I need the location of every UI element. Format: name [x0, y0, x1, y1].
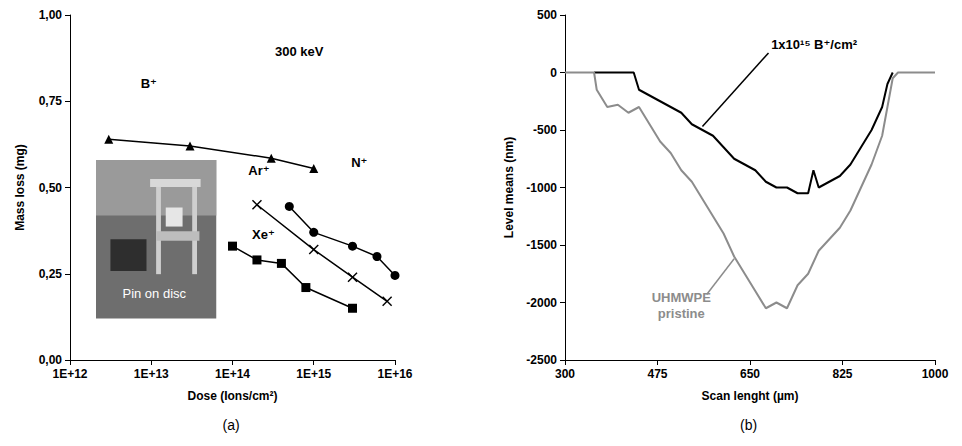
svg-text:475: 475: [647, 367, 667, 381]
svg-text:-2500: -2500: [526, 353, 557, 367]
svg-text:-2000: -2000: [526, 296, 557, 310]
svg-text:Dose (Ions/cm²): Dose (Ions/cm²): [187, 389, 277, 403]
svg-text:B⁺: B⁺: [141, 76, 157, 91]
svg-text:0,00: 0,00: [39, 353, 63, 367]
svg-text:1E+13: 1E+13: [134, 367, 169, 381]
svg-text:500: 500: [537, 8, 557, 22]
svg-text:-1000: -1000: [526, 181, 557, 195]
svg-text:UHMWPE: UHMWPE: [652, 290, 712, 305]
svg-text:1000: 1000: [922, 367, 949, 381]
svg-text:Level means (nm): Level means (nm): [502, 137, 516, 238]
svg-text:0,50: 0,50: [39, 181, 63, 195]
svg-text:1E+16: 1E+16: [377, 367, 412, 381]
svg-text:300 keV: 300 keV: [275, 44, 324, 59]
svg-text:-500: -500: [533, 123, 557, 137]
svg-text:(b): (b): [740, 417, 757, 433]
svg-text:pristine: pristine: [658, 306, 705, 321]
svg-text:Mass loss (mg): Mass loss (mg): [13, 144, 27, 231]
svg-text:Ar⁺: Ar⁺: [248, 163, 269, 178]
svg-text:0,25: 0,25: [39, 267, 63, 281]
svg-text:650: 650: [740, 367, 760, 381]
svg-text:-1500: -1500: [526, 238, 557, 252]
svg-text:1E+12: 1E+12: [52, 367, 87, 381]
svg-text:0,75: 0,75: [39, 94, 63, 108]
svg-text:300: 300: [555, 367, 575, 381]
svg-text:Xe⁺: Xe⁺: [252, 227, 275, 242]
svg-text:N⁺: N⁺: [351, 155, 367, 170]
svg-text:825: 825: [832, 367, 852, 381]
svg-text:0: 0: [550, 66, 557, 80]
svg-text:Pin on disc: Pin on disc: [122, 286, 186, 301]
svg-text:1E+14: 1E+14: [215, 367, 250, 381]
svg-text:Scan lenght (µm): Scan lenght (µm): [702, 389, 799, 403]
svg-text:1,00: 1,00: [39, 8, 63, 22]
svg-text:(a): (a): [223, 417, 240, 433]
svg-text:1E+15: 1E+15: [296, 367, 331, 381]
svg-text:1x10¹⁵ B⁺/cm²: 1x10¹⁵ B⁺/cm²: [771, 37, 858, 52]
